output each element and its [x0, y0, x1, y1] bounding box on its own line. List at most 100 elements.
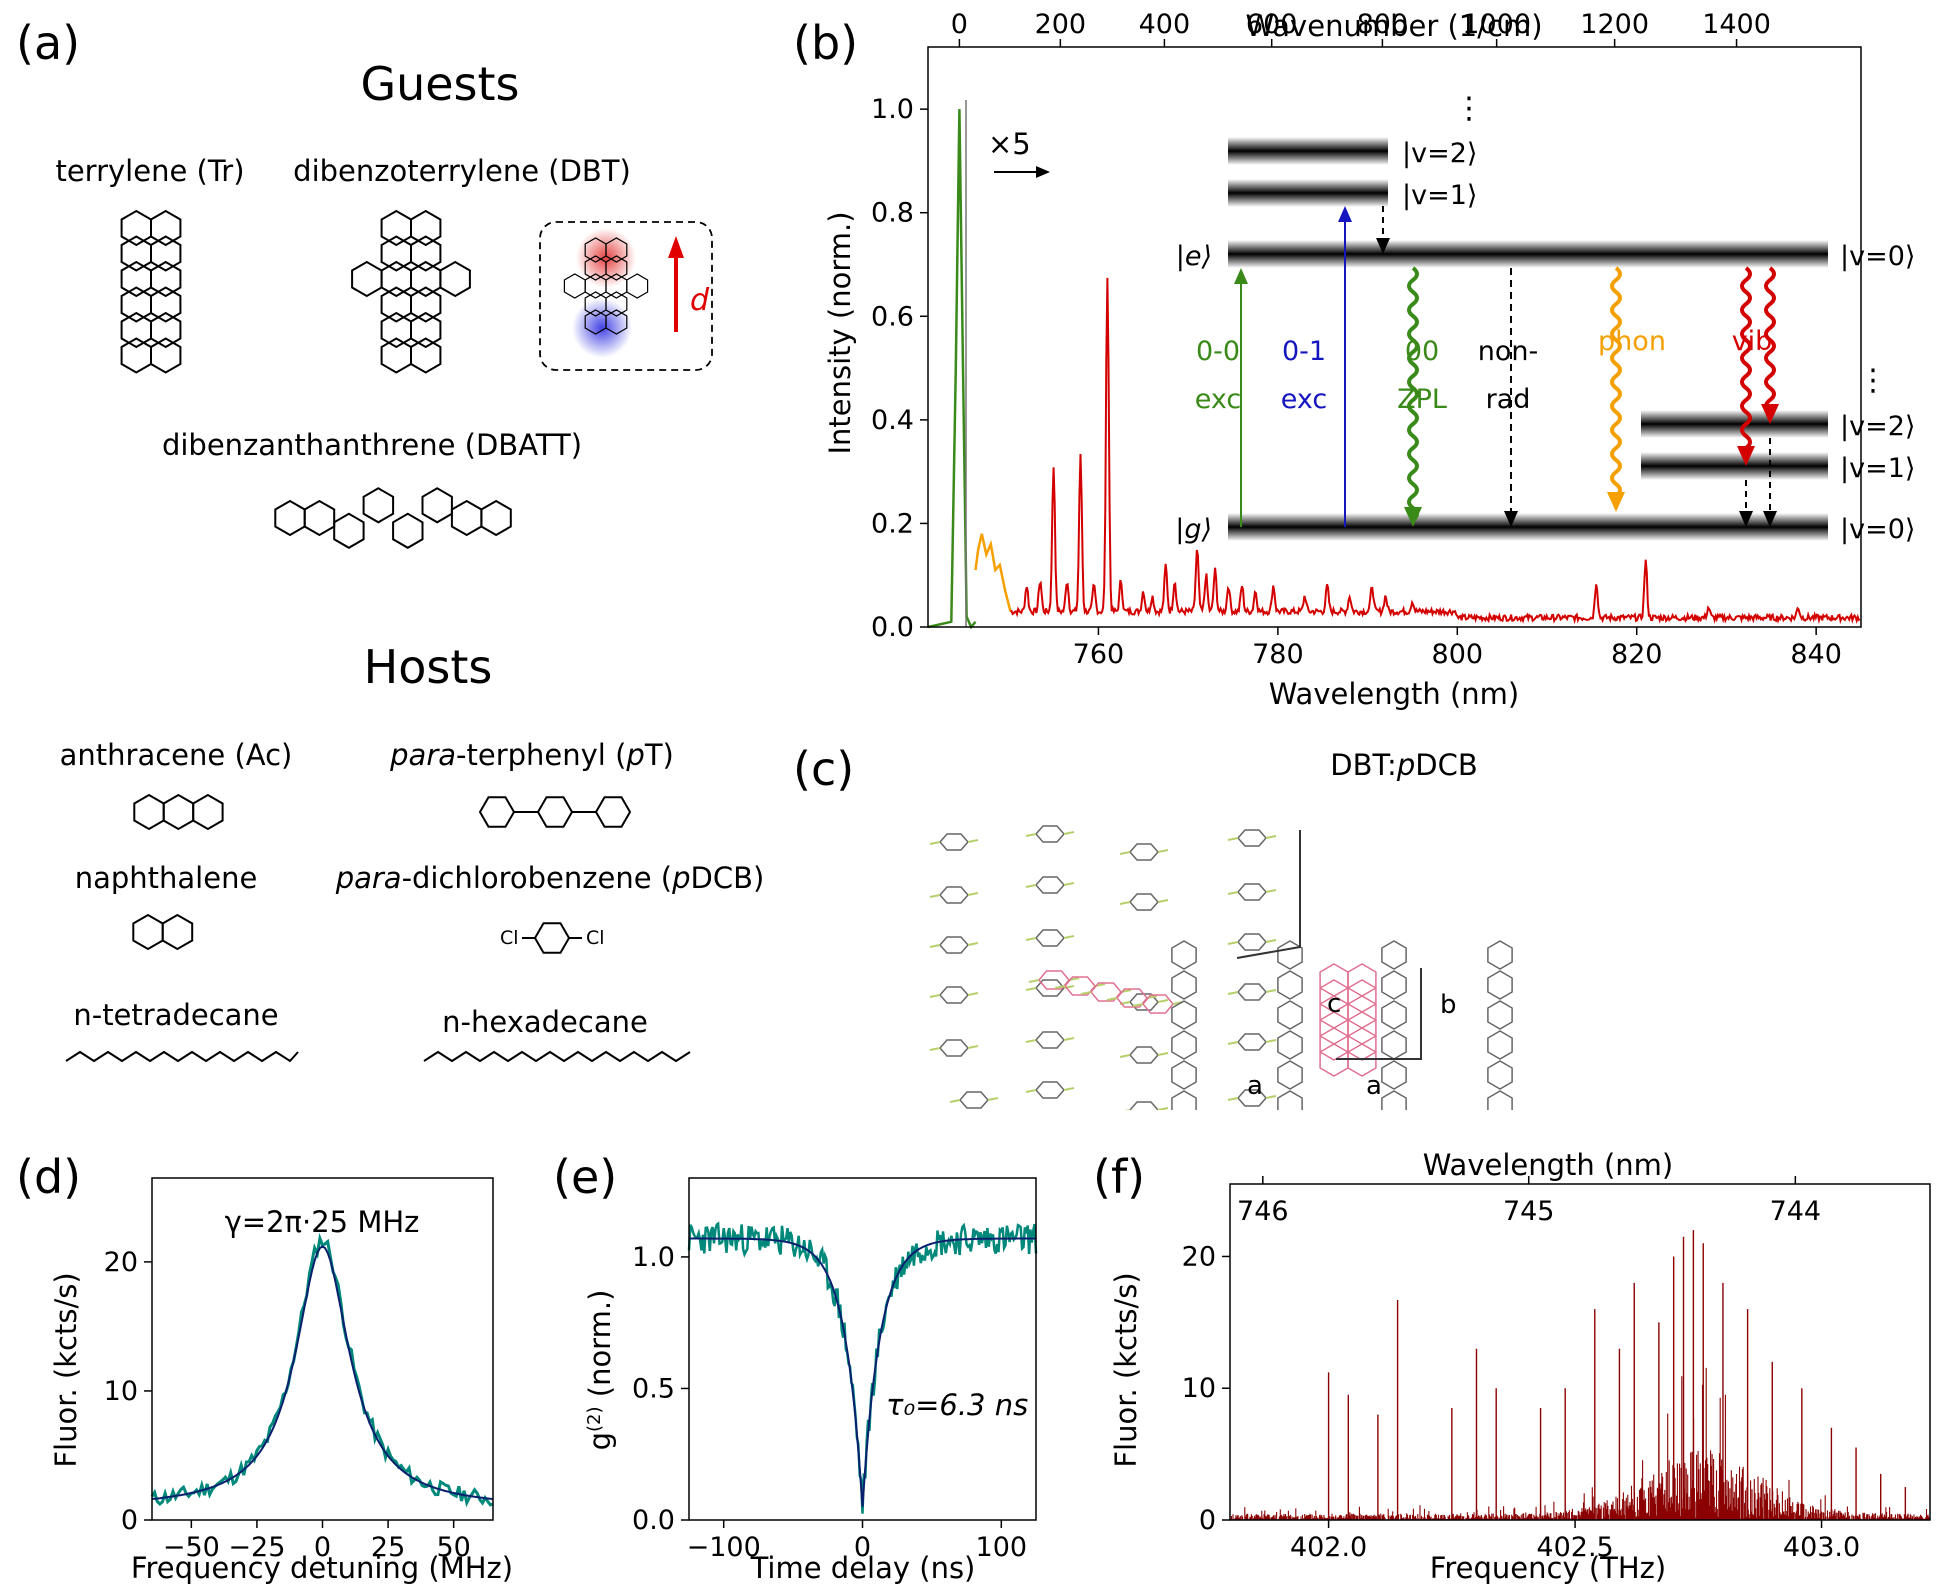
ring: [150, 286, 182, 323]
positive-charge-cloud: [576, 228, 636, 288]
level-g: [1228, 513, 1828, 541]
ring: [120, 286, 152, 323]
pdcb-molecule: [1487, 1060, 1513, 1090]
cl-atom: [1080, 991, 1092, 995]
ket-v2-upper: |v=2⟩: [1402, 138, 1477, 169]
ring: [162, 793, 195, 831]
cl-atom: [1119, 901, 1131, 905]
pdcb-molecule: [1381, 1030, 1407, 1060]
pdcb-molecule: [1277, 1090, 1303, 1110]
ring: [478, 796, 516, 828]
c-right-axes: [1336, 968, 1422, 1060]
series-fit: [151, 1245, 494, 1500]
pdcb-molecule: [1171, 940, 1197, 970]
y-tick-label: 1.0: [871, 94, 914, 125]
d-annotation: γ=2π·25 MHz: [225, 1205, 420, 1239]
series-data: [150, 1232, 494, 1508]
transition-label: exc: [1281, 384, 1328, 415]
ket-v2-lower: |v=2⟩: [1840, 411, 1915, 442]
guests-title: Guests: [360, 57, 519, 111]
linewidth-chart: Frequency detuning (MHz) Fluor. (kcts/s)…: [49, 1177, 513, 1585]
cl-atom: [929, 841, 941, 845]
d-y-label: Fluor. (kcts/s): [49, 1272, 83, 1467]
d-plot-frame: [151, 1177, 494, 1521]
ring: [563, 273, 586, 299]
ring: [150, 235, 182, 272]
ring: [421, 487, 453, 524]
cl-atom: [929, 994, 941, 998]
dbt-molecule: [1319, 963, 1377, 1077]
crystal-structure-view: DBT:pDCB c a b a: [929, 748, 1513, 1110]
arrow-nonrad-head: [1504, 511, 1518, 527]
ring: [380, 209, 412, 247]
d-x-label: Frequency detuning (MHz): [131, 1551, 513, 1585]
series-fit: [689, 1237, 1036, 1507]
arrow-vib-1: [1740, 266, 1752, 450]
transition-label: phon: [1598, 326, 1666, 357]
pdcb-molecule: [1237, 983, 1267, 1001]
ring: [1347, 1043, 1377, 1077]
ring: [410, 286, 442, 323]
cl-atom: [1025, 833, 1037, 837]
tetradecane-chain: [65, 1050, 299, 1063]
cl-atom: [967, 839, 979, 843]
level-v2-lower: [1641, 410, 1828, 438]
ket-v1-upper: |v=1⟩: [1402, 180, 1477, 211]
cl-atom: [1227, 1041, 1239, 1045]
y-tick-label: 0.6: [871, 301, 914, 332]
transition-label: rad: [1486, 384, 1531, 415]
cl-atom: [1028, 979, 1040, 983]
cl-atom: [929, 944, 941, 948]
panel-a-molecules: Guests terrylene (Tr) dibenzoterrylene (…: [55, 57, 764, 1063]
x-tick-label: 403.0: [1783, 1532, 1860, 1563]
arrow-vib-1-head: [1737, 446, 1755, 466]
transition-label: 0-0: [1196, 336, 1240, 367]
x2-tick-label: 800: [1357, 9, 1409, 40]
pdcb-molecule: [959, 1091, 989, 1109]
pdcb-molecule: [1171, 970, 1197, 1000]
panel-label-d: (d): [16, 1150, 82, 1204]
x-tick-label: 25: [371, 1532, 405, 1563]
y-tick-label: 1.0: [632, 1242, 675, 1273]
ring: [150, 209, 182, 247]
ket-v0-upper: |v=0⟩: [1840, 241, 1915, 272]
ring: [605, 309, 628, 335]
f-y-label: Fluor. (kcts/s): [1109, 1272, 1143, 1467]
x2-tick-label: 746: [1237, 1196, 1289, 1227]
pdcb-molecule: [939, 1039, 969, 1057]
ring: [410, 209, 442, 247]
host-label-tetradecane: n-tetradecane: [73, 998, 278, 1032]
f-x-label: Frequency (THz): [1430, 1551, 1666, 1585]
cl-atom: [1157, 849, 1169, 853]
cl-atom: [1227, 891, 1239, 895]
x-tick-label: 402.0: [1290, 1532, 1367, 1563]
x-tick-label: 0: [314, 1532, 331, 1563]
ring: [333, 512, 365, 549]
ring: [450, 499, 483, 537]
cl-atom: [967, 992, 979, 996]
cl-atom: [1025, 987, 1037, 991]
ring: [120, 337, 152, 374]
pdcb-molecule: [1171, 1000, 1197, 1030]
y-tick-label: 0.2: [871, 508, 914, 539]
pdcb-molecule: [1487, 1090, 1513, 1110]
pdcb-molecule: [1237, 1033, 1267, 1051]
panel-label-a: (a): [16, 16, 81, 70]
ring: [380, 260, 412, 298]
x-tick-label: 760: [1073, 639, 1125, 670]
pdcb-molecule: [1171, 1090, 1197, 1110]
b-x-label: Wavelength (nm): [1269, 677, 1520, 711]
ring: [480, 499, 512, 537]
y-tick-label: 0.5: [632, 1373, 675, 1404]
ring: [380, 311, 412, 349]
ring: [274, 499, 306, 537]
level-v1-upper: [1228, 179, 1388, 207]
pdcb-molecule: [1277, 1060, 1303, 1090]
x2-tick-label: 1400: [1702, 9, 1771, 40]
panel-label-b: (b): [793, 16, 859, 70]
pdcb-molecule: [1035, 1081, 1065, 1099]
pdcb-molecule: [1277, 1030, 1303, 1060]
transition-label: exc: [1195, 384, 1242, 415]
ring: [133, 793, 165, 831]
x-tick-label: −50: [163, 1532, 220, 1563]
